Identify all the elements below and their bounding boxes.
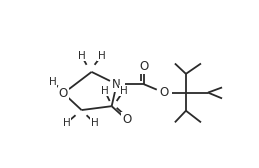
- Text: H: H: [101, 86, 109, 96]
- Text: H: H: [49, 77, 56, 87]
- Text: H: H: [91, 118, 98, 128]
- Text: O: O: [59, 87, 68, 100]
- Text: O: O: [159, 86, 168, 99]
- Text: H: H: [78, 51, 85, 61]
- Text: H: H: [120, 86, 128, 96]
- Text: N: N: [112, 78, 121, 91]
- Text: O: O: [122, 113, 131, 126]
- Text: H: H: [98, 51, 105, 61]
- Text: O: O: [139, 60, 148, 73]
- Text: H: H: [63, 118, 70, 128]
